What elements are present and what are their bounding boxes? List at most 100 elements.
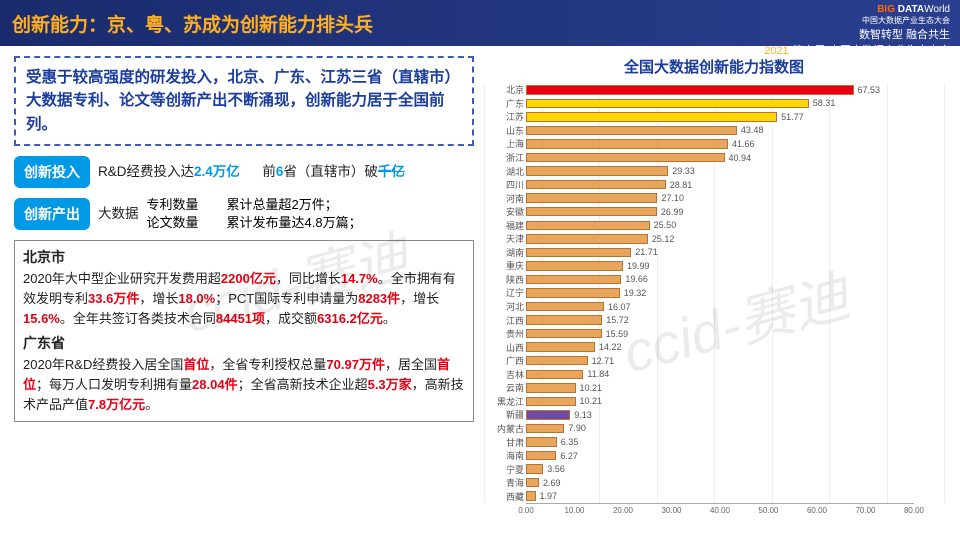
bar-label: 吉林 xyxy=(484,368,524,381)
bar-value: 19.32 xyxy=(624,288,647,298)
bar-label: 浙江 xyxy=(484,151,524,164)
bar-label: 江西 xyxy=(484,314,524,327)
header-bar: 创新能力：京、粤、苏成为创新能力排头兵 BIG BIG DATA WorldDA… xyxy=(0,0,960,46)
x-tick: 40.00 xyxy=(710,506,730,515)
bar-row: 广东58.31 xyxy=(526,97,914,111)
bar-value: 29.33 xyxy=(672,166,695,176)
bar xyxy=(526,275,621,284)
bar-value: 40.94 xyxy=(729,153,752,163)
bar xyxy=(526,193,657,202)
bar-value: 11.84 xyxy=(587,369,609,379)
bar-label: 湖南 xyxy=(484,246,524,259)
bar-row: 广西12.71 xyxy=(526,354,914,368)
guangdong-title: 广东省 xyxy=(23,333,465,355)
bar-value: 3.56 xyxy=(547,464,565,474)
tagline2: 2021(第六届)中国大数据产业生态大会 xyxy=(764,42,950,58)
input-row: 创新投入 R&D经费投入达2.4万亿 前6省（直辖市）破千亿 xyxy=(14,156,474,188)
bar-value: 19.66 xyxy=(625,274,648,284)
bar xyxy=(526,383,576,392)
detail-box: 北京市 2020年大中型企业研究开发费用超2200亿元，同比增长14.7%。全市… xyxy=(14,240,474,422)
bar-value: 12.71 xyxy=(592,356,615,366)
x-tick: 20.00 xyxy=(613,506,633,515)
bar xyxy=(526,221,650,230)
tagline1: 数智转型 融合共生 xyxy=(764,26,950,42)
bar-value: 25.50 xyxy=(654,220,677,230)
bar-row: 云南10.21 xyxy=(526,381,914,395)
bar-row: 浙江40.94 xyxy=(526,151,914,165)
bar-row: 天津25.12 xyxy=(526,232,914,246)
bar-row: 江苏51.77 xyxy=(526,110,914,124)
bar-row: 西藏1.97 xyxy=(526,489,914,503)
bar-row: 江西15.72 xyxy=(526,313,914,327)
x-tick: 0.00 xyxy=(518,506,534,515)
bar-label: 广西 xyxy=(484,354,524,367)
bar-row: 湖南21.71 xyxy=(526,246,914,260)
bar-label: 安徽 xyxy=(484,205,524,218)
bar-row: 海南6.27 xyxy=(526,449,914,463)
bar-value: 41.66 xyxy=(732,139,755,149)
bar-row: 吉林11.84 xyxy=(526,368,914,382)
bar-label: 上海 xyxy=(484,137,524,150)
bar xyxy=(526,248,631,257)
bar-label: 内蒙古 xyxy=(484,422,524,435)
bar-value: 15.72 xyxy=(606,315,629,325)
bar-label: 四川 xyxy=(484,178,524,191)
header-right: BIG BIG DATA WorldDATAWorld 中国大数据产业生态大会 … xyxy=(764,4,950,58)
input-tag: 创新投入 xyxy=(14,156,90,188)
bar xyxy=(526,207,657,216)
bar-value: 9.13 xyxy=(574,410,592,420)
x-tick: 10.00 xyxy=(564,506,584,515)
bar-label: 湖北 xyxy=(484,165,524,178)
bar-row: 宁夏3.56 xyxy=(526,462,914,476)
bar-label: 甘肃 xyxy=(484,436,524,449)
bar xyxy=(526,397,576,406)
summary-text: 受惠于较高强度的研发投入，北京、广东、江苏三省（直辖市）大数据专利、论文等创新产… xyxy=(26,66,462,136)
bar xyxy=(526,437,557,446)
input-text: R&D经费投入达2.4万亿 前6省（直辖市）破千亿 xyxy=(98,162,405,182)
bar-label: 青海 xyxy=(484,476,524,489)
bar xyxy=(526,126,737,135)
bar xyxy=(526,356,588,365)
page-title: 创新能力：京、粤、苏成为创新能力排头兵 xyxy=(12,10,373,37)
bar-row: 湖北29.33 xyxy=(526,164,914,178)
bar-label: 河南 xyxy=(484,192,524,205)
bar-row: 陕西19.66 xyxy=(526,273,914,287)
bar-value: 28.81 xyxy=(670,180,693,190)
bar-row: 山西14.22 xyxy=(526,340,914,354)
bar-value: 19.99 xyxy=(627,261,650,271)
bar-value: 6.27 xyxy=(560,451,578,461)
bar-row: 安徽26.99 xyxy=(526,205,914,219)
bar xyxy=(526,153,725,162)
bar-label: 贵州 xyxy=(484,327,524,340)
bar xyxy=(526,451,556,460)
bar-value: 43.48 xyxy=(741,125,764,135)
bar xyxy=(526,234,648,243)
bar-row: 新疆9.13 xyxy=(526,408,914,422)
bar-label: 重庆 xyxy=(484,259,524,272)
bar xyxy=(526,315,602,324)
bar-row: 河南27.10 xyxy=(526,191,914,205)
bar xyxy=(526,491,536,500)
bar-label: 黑龙江 xyxy=(484,395,524,408)
bar-row: 福建25.50 xyxy=(526,218,914,232)
beijing-title: 北京市 xyxy=(23,247,465,269)
logo-text: BIG BIG DATA WorldDATAWorld xyxy=(764,4,950,15)
bar-row: 北京67.53 xyxy=(526,83,914,97)
bar-value: 1.97 xyxy=(540,491,558,501)
bar-label: 江苏 xyxy=(484,110,524,123)
bar-row: 辽宁19.32 xyxy=(526,286,914,300)
x-tick: 60.00 xyxy=(807,506,827,515)
bar xyxy=(526,302,604,311)
beijing-body: 2020年大中型企业研究开发费用超2200亿元，同比增长14.7%。全市拥有有效… xyxy=(23,269,465,329)
right-column: 全国大数据创新能力指数图 北京67.53广东58.31江苏51.77山东43.4… xyxy=(484,56,944,523)
bar-label: 广东 xyxy=(484,97,524,110)
bar xyxy=(526,85,854,94)
bar-value: 7.90 xyxy=(568,423,586,433)
bar-value: 15.59 xyxy=(606,329,629,339)
bar xyxy=(526,99,809,108)
bar-label: 天津 xyxy=(484,232,524,245)
bar-row: 上海41.66 xyxy=(526,137,914,151)
bar xyxy=(526,410,570,419)
bar-label: 辽宁 xyxy=(484,286,524,299)
bar xyxy=(526,424,564,433)
